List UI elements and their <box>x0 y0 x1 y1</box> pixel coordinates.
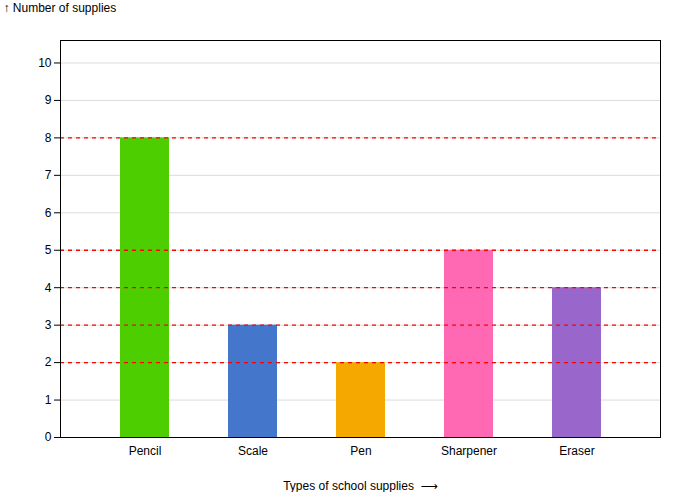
svg-text:4: 4 <box>45 281 52 295</box>
svg-text:5: 5 <box>45 243 52 257</box>
svg-text:6: 6 <box>45 206 52 220</box>
svg-text:7: 7 <box>45 168 52 182</box>
svg-text:3: 3 <box>45 318 52 332</box>
svg-text:0: 0 <box>45 430 52 444</box>
svg-text:2: 2 <box>45 355 52 369</box>
svg-text:1: 1 <box>45 393 52 407</box>
svg-text:↑ Number of supplies: ↑ Number of supplies <box>4 1 117 15</box>
svg-text:8: 8 <box>45 131 52 145</box>
svg-text:Scale: Scale <box>238 444 268 458</box>
svg-text:9: 9 <box>45 93 52 107</box>
svg-text:Sharpener: Sharpener <box>441 444 497 458</box>
svg-text:Eraser: Eraser <box>559 444 594 458</box>
svg-text:Types of school supplies ⟶: Types of school supplies ⟶ <box>283 479 438 492</box>
svg-text:Pen: Pen <box>350 444 371 458</box>
svg-text:10: 10 <box>38 56 52 70</box>
svg-text:Pencil: Pencil <box>129 444 162 458</box>
